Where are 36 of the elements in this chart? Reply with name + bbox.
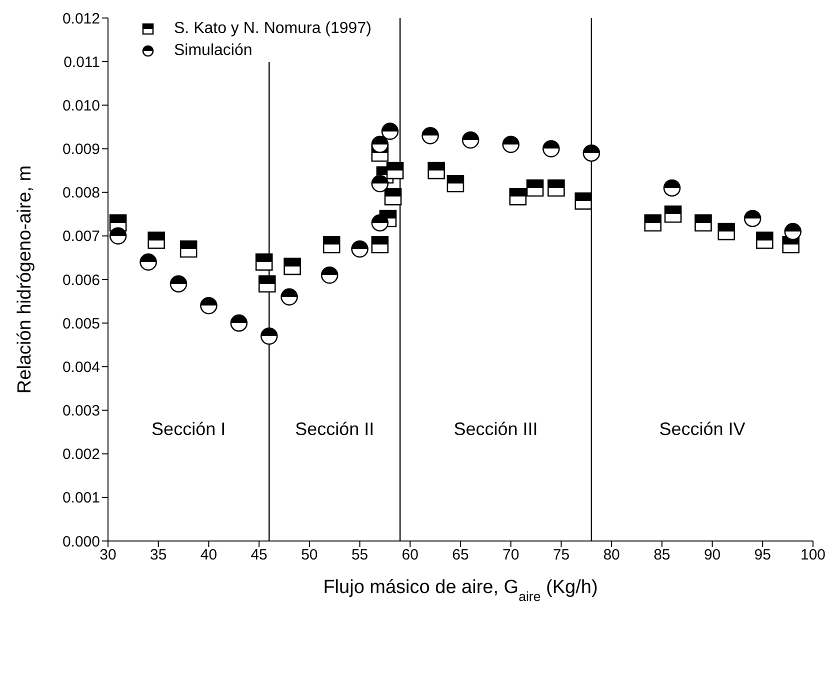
- x-tick-label: 30: [100, 546, 116, 564]
- x-tick-label: 90: [704, 546, 721, 564]
- x-axis-title: Flujo másico de aire, G$_{aire}$ (Kg/h): [323, 577, 598, 604]
- x-tick-label: 70: [502, 546, 520, 564]
- x-tick-label: 40: [200, 546, 218, 564]
- annotation: Sección I: [152, 418, 226, 439]
- x-tick-label: 60: [402, 546, 418, 564]
- x-tick-label: 35: [150, 546, 167, 564]
- annotation: Sección IV: [659, 418, 746, 439]
- x-tick-label: 85: [654, 546, 670, 564]
- x-tick-label: 95: [754, 546, 771, 564]
- y-tick-label: 0.012: [62, 10, 100, 28]
- legend-label: S. Kato y N. Nomura (1997): [174, 20, 372, 38]
- y-tick-label: 0.011: [64, 54, 100, 71]
- y-tick-label: 0.005: [62, 315, 100, 332]
- y-tick-label: 0.004: [62, 358, 100, 376]
- annotation: Sección II: [295, 418, 374, 439]
- x-tick-label: 55: [351, 546, 368, 564]
- x-tick-label: 75: [552, 546, 570, 564]
- x-tick-label: 65: [452, 546, 469, 564]
- y-tick-label: 0.008: [62, 184, 100, 202]
- y-tick-label: 0.003: [62, 402, 100, 420]
- y-tick-label: 0.002: [62, 446, 100, 464]
- x-tick-label: 45: [250, 546, 268, 564]
- y-tick-label: 0.000: [62, 533, 100, 550]
- y-tick-label: 0.010: [62, 97, 100, 114]
- y-tick-label: 0.001: [62, 490, 100, 507]
- y-tick-label: 0.007: [62, 228, 100, 246]
- x-tick-label: 50: [301, 546, 318, 564]
- y-tick-label: 0.009: [62, 141, 100, 158]
- y-axis-title: Relación hidrógeno-aire, m: [14, 165, 36, 394]
- annotation: Sección III: [454, 418, 538, 439]
- y-tick-label: 0.006: [62, 272, 100, 289]
- x-tick-label: 100: [800, 546, 826, 564]
- x-tick-label: 80: [603, 546, 620, 564]
- legend-label: Simulación: [174, 42, 252, 60]
